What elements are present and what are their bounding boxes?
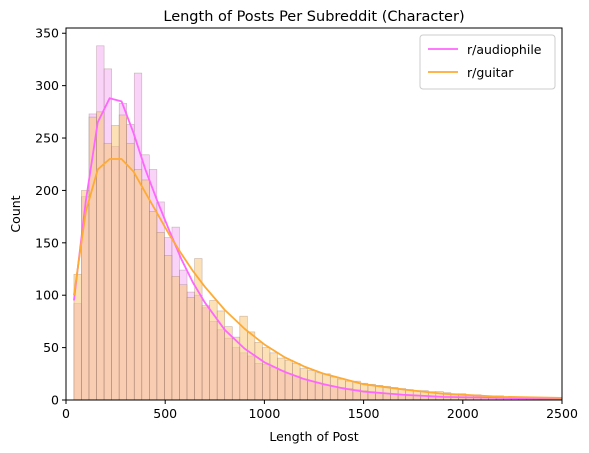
kde-line-audiophile xyxy=(73,97,563,400)
bar-guitar xyxy=(164,255,173,401)
bar-guitar xyxy=(141,179,150,401)
bar-guitar xyxy=(307,370,316,401)
bar-guitar xyxy=(156,232,165,401)
bar-guitar xyxy=(329,376,339,401)
bar-guitar xyxy=(111,125,120,401)
bar-guitar xyxy=(96,111,105,401)
bar-guitar xyxy=(299,368,308,401)
x-tick-label: 0 xyxy=(62,406,70,421)
legend-label-audiophile: r/audiophile xyxy=(467,42,542,57)
bar-guitar xyxy=(262,347,271,401)
x-tick-label: 500 xyxy=(153,406,177,421)
y-axis: 0 50 100 150 200 250 300 350 xyxy=(35,26,66,408)
bar-guitar xyxy=(224,326,233,401)
kde-curves xyxy=(73,97,563,400)
bar-guitar xyxy=(103,142,112,401)
bar-guitar xyxy=(133,169,143,401)
bar-guitar xyxy=(126,142,135,401)
bar-guitar xyxy=(277,357,286,401)
bar-guitar xyxy=(269,352,278,401)
bar-guitar xyxy=(186,297,195,401)
bar-guitar xyxy=(322,373,331,401)
legend: r/audiophile r/guitar xyxy=(419,34,556,90)
bar-guitar xyxy=(284,359,293,401)
bar-guitar xyxy=(254,342,263,401)
y-tick-label: 50 xyxy=(43,340,59,355)
plot-frame xyxy=(65,27,563,401)
bar-guitar xyxy=(194,258,203,401)
x-tick-label: 2500 xyxy=(546,406,578,421)
bar-guitar xyxy=(337,378,346,401)
bar-guitar xyxy=(314,372,324,401)
x-tick-label: 2000 xyxy=(447,406,479,421)
y-tick-label: 300 xyxy=(35,78,59,93)
legend-label-guitar: r/guitar xyxy=(467,65,514,80)
y-tick-label: 350 xyxy=(35,26,59,41)
y-tick-label: 100 xyxy=(35,288,59,303)
bar-guitar xyxy=(118,114,128,401)
y-tick-label: 0 xyxy=(51,393,59,408)
bar-guitar xyxy=(179,284,188,401)
bar-guitar xyxy=(201,305,210,401)
bar-guitar xyxy=(171,276,180,401)
x-axis: 0 500 1000 1500 2000 2500 xyxy=(62,400,578,421)
y-tick-label: 200 xyxy=(35,183,59,198)
y-axis-label: Count xyxy=(8,195,23,232)
bar-guitar xyxy=(231,336,241,401)
bar-guitar xyxy=(247,331,256,401)
bar-guitar xyxy=(292,363,301,401)
histogram-bars xyxy=(73,45,563,401)
bar-guitar xyxy=(149,211,158,401)
x-axis-label: Length of Post xyxy=(269,429,358,444)
chart-title: Length of Posts Per Subreddit (Character… xyxy=(163,9,464,25)
x-tick-label: 1500 xyxy=(348,406,380,421)
y-tick-label: 250 xyxy=(35,131,59,146)
x-tick-label: 1000 xyxy=(248,406,280,421)
y-tick-label: 150 xyxy=(35,235,59,250)
kde-line-guitar xyxy=(73,158,563,399)
